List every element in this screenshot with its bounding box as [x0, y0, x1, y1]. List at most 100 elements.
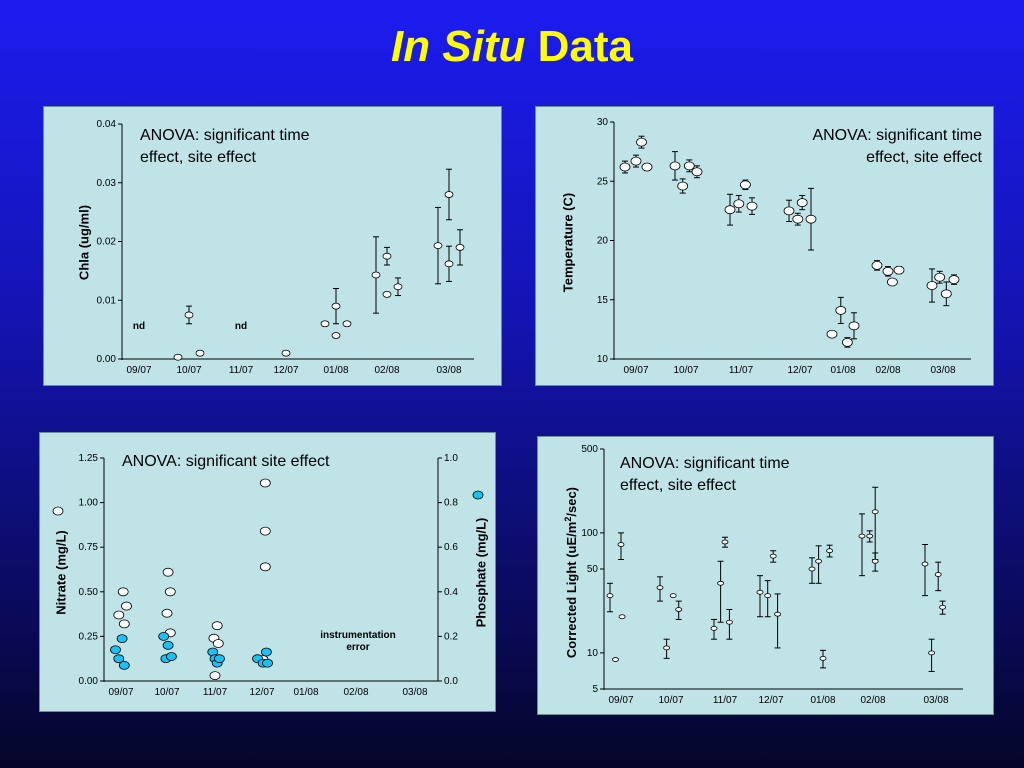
- temperature-point: [871, 260, 883, 270]
- phosphate-y-tick-label: 0.8: [444, 498, 458, 509]
- nitrate-point: [212, 639, 224, 648]
- light-point: [826, 548, 834, 554]
- temperature-point: [882, 266, 894, 276]
- light-point: [675, 607, 683, 612]
- phosphate-y-tick-label: 0.2: [444, 631, 458, 642]
- temperature-x-tick-label: 12/07: [787, 365, 812, 376]
- temperature-point: [940, 289, 952, 299]
- chla-y-tick-label: 0.02: [97, 237, 117, 248]
- light-point: [939, 604, 947, 610]
- light-point: [808, 566, 816, 572]
- temperature-point: [733, 199, 745, 209]
- chla-y-tick-label: 0.03: [97, 178, 117, 189]
- light-y-tick-label: 100: [581, 528, 598, 539]
- chla-x-tick-label: 12/07: [273, 365, 298, 376]
- temperature-point: [926, 281, 938, 290]
- light-point: [710, 625, 718, 631]
- temperature-point: [739, 180, 751, 190]
- chla-y-tick-label: 0.00: [97, 354, 117, 365]
- phosphate-point: [110, 645, 121, 655]
- temperature-point: [826, 329, 838, 339]
- phosphate-point: [262, 658, 273, 668]
- nitrate-y-tick-label: 0.75: [79, 542, 99, 553]
- chla-chart-panel: 0.00 0.01 0.02 0.03 0.04 09/07 10/07 11/07 12/07…: [43, 106, 502, 386]
- nitrate-x-tick-label: 02/08: [343, 687, 368, 698]
- temperature-x-tick-label: 10/07: [673, 365, 698, 376]
- nitrate-y-tick-label: 1.00: [79, 498, 99, 509]
- temperature-point: [796, 198, 808, 207]
- light-point: [928, 650, 936, 656]
- light-y-tick-label: 500: [581, 444, 598, 455]
- light-y-tick-label: 5: [592, 684, 598, 695]
- temperature-point: [677, 181, 689, 191]
- nutrient-chart: 0.00 0.25 0.50 0.75 1.00 1.25 09/07 10/07 11/07 1…: [52, 453, 484, 698]
- nitrate-y-tick-label: 0.00: [79, 676, 99, 687]
- temperature-point: [724, 205, 736, 215]
- temperature-point: [835, 306, 847, 315]
- temperature-x-tick-label: 02/08: [875, 365, 900, 376]
- phosphate-point: [113, 654, 125, 664]
- chla-point: [382, 252, 392, 260]
- light-x-tick-label: 10/07: [658, 695, 683, 706]
- light-point: [617, 542, 625, 547]
- nitrate-point: [162, 567, 174, 577]
- nitrate-y-tick-label: 1.25: [79, 453, 99, 464]
- temperature-y-axis-label: Temperature (C): [560, 192, 576, 293]
- light-point: [669, 593, 677, 599]
- temperature-chart-panel: 10 15 20 25 30 09/07 10/07 11/07 12/07 01/08 02/08…: [535, 106, 994, 386]
- chla-point: [320, 320, 330, 328]
- phosphate-y-tick-label: 0.6: [444, 542, 458, 553]
- temperature-point: [805, 214, 817, 224]
- temperature-x-tick-label: 03/08: [930, 365, 955, 376]
- light-point: [725, 619, 733, 625]
- nutrient-chart-panel: 0.00 0.25 0.50 0.75 1.00 1.25 09/07 10/07 11/07 1…: [39, 432, 496, 712]
- temperature-point: [746, 201, 758, 211]
- temperature-y-tick-label: 10: [597, 354, 609, 365]
- chla-nd-note: nd: [235, 321, 247, 332]
- phosphate-point: [118, 660, 130, 670]
- light-point: [858, 533, 866, 539]
- chla-chart: 0.00 0.01 0.02 0.03 0.04 09/07 10/07 11/07 12/07…: [97, 119, 474, 376]
- temperature-y-tick-label: 15: [597, 295, 609, 306]
- light-point: [871, 558, 879, 564]
- chla-anova-annotation: ANOVA: significant time effect, site eff…: [140, 127, 310, 166]
- phosphate-y-tick-label: 0.0: [444, 676, 458, 687]
- instrumentation-error-note: error: [346, 642, 369, 653]
- light-y-axis-label: Corrected Light (uE/m2/sec): [562, 486, 580, 659]
- light-point: [717, 580, 725, 586]
- chla-point: [444, 260, 454, 268]
- nitrate-y-tick-label: 0.50: [79, 587, 99, 598]
- chla-point: [173, 353, 183, 361]
- light-x-tick-label: 11/07: [713, 695, 738, 706]
- chla-point: [382, 290, 392, 298]
- slide-title-italic: In Situ: [390, 22, 526, 71]
- temperature-x-tick-label: 01/08: [830, 365, 855, 376]
- chla-nd-note: nd: [133, 321, 145, 332]
- nitrate-x-tick-label: 12/07: [249, 687, 274, 698]
- chla-x-tick-label: 09/07: [126, 365, 151, 376]
- chla-point: [371, 271, 381, 279]
- light-point: [774, 611, 782, 617]
- light-point: [618, 614, 626, 620]
- temperature-point: [641, 162, 653, 172]
- phosphate-point: [116, 634, 128, 644]
- chla-y-tick-label: 0.01: [97, 295, 117, 306]
- phosphate-y-axis-label: Phosphate (mg/L): [473, 517, 489, 628]
- chla-point: [331, 302, 341, 310]
- temperature-y-tick-label: 30: [597, 117, 609, 128]
- phosphate-y-tick-label: 1.0: [444, 453, 458, 464]
- phosphate-point: [213, 654, 225, 664]
- phosphate-point: [260, 647, 272, 657]
- temperature-point: [683, 161, 695, 171]
- light-y-tick-label: 10: [587, 648, 599, 659]
- chla-x-tick-label: 03/08: [436, 365, 461, 376]
- phosphate-y-tick-label: 0.4: [444, 587, 458, 598]
- temperature-point: [948, 275, 960, 285]
- light-point: [815, 558, 823, 564]
- light-point: [612, 657, 619, 662]
- light-x-tick-label: 09/07: [608, 695, 633, 706]
- chla-point: [433, 242, 443, 250]
- nitrate-point: [164, 587, 176, 597]
- phosphate-point: [158, 631, 170, 641]
- temperature-y-tick-label: 25: [597, 176, 609, 187]
